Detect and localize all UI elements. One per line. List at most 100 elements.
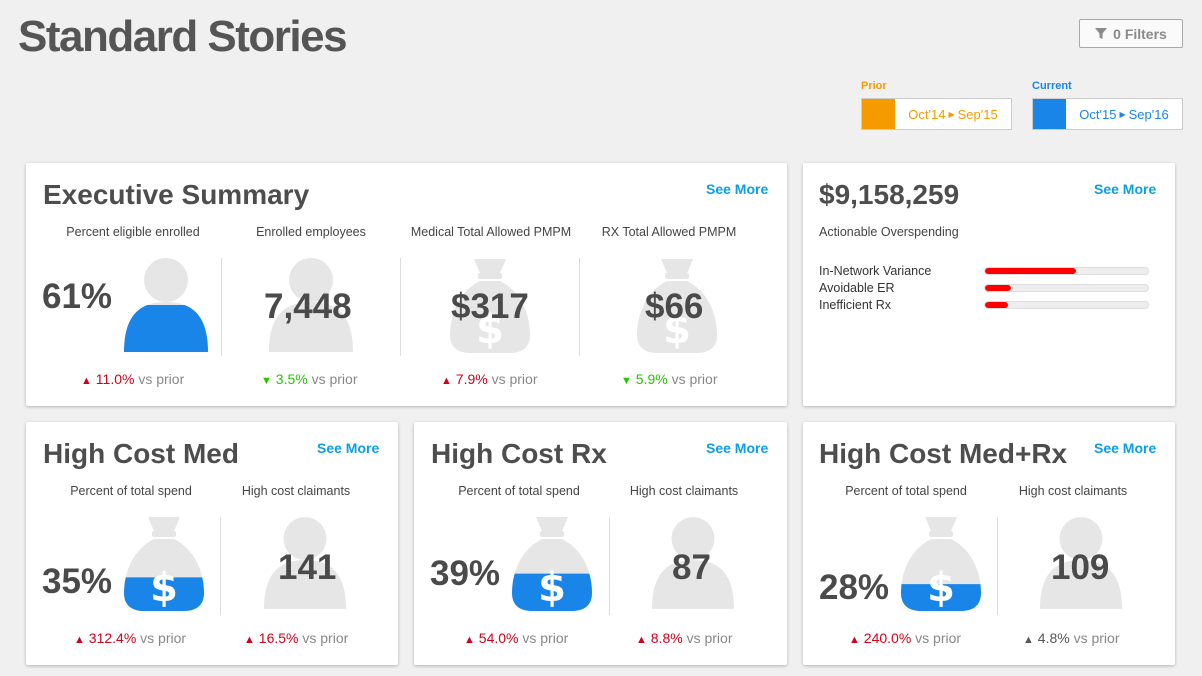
vs-prior: vs prior	[311, 371, 358, 387]
vs-prior: vs prior	[302, 630, 349, 646]
delta-percent: ▲ 8.8%	[636, 630, 683, 646]
see-more-link[interactable]: See More	[317, 440, 380, 456]
high-cost-rx-card: High Cost Rx See More Percent of total s…	[414, 422, 787, 665]
overspending-bar-row: In-Network Variance	[819, 264, 1149, 278]
metric-value: 7,448	[264, 287, 352, 326]
metric-label: High cost claimants	[241, 484, 351, 498]
metric-claimants: High cost claimants	[226, 484, 366, 498]
delta-value: 312.4%	[88, 630, 137, 646]
card-title: Executive Summary	[43, 179, 310, 210]
up-arrow-icon: ▲	[81, 375, 92, 387]
prior-label: Prior	[861, 80, 887, 92]
metric-delta: ▲ 54.0% vs prior	[464, 630, 568, 646]
metric-label: Enrolled employees	[256, 225, 366, 239]
metric-value: $66	[645, 287, 704, 326]
prior-range: Oct'14 ▶ Sep'15	[895, 99, 1011, 129]
metric-label: High cost claimants	[1018, 484, 1128, 498]
current-period-selector[interactable]: Oct'15 ▶ Sep'16	[1032, 98, 1183, 130]
bar-fill	[985, 285, 1012, 291]
bar-label: Avoidable ER	[819, 281, 895, 295]
metric-enrolled-employees: Enrolled employees	[236, 225, 386, 239]
metric-delta: ▲ 312.4% vs prior	[74, 630, 186, 646]
caret-right-icon: ▶	[948, 109, 955, 119]
delta-value: 3.5%	[275, 371, 308, 387]
metric-rx-pmpm: RX Total Allowed PMPM	[594, 225, 744, 239]
see-more-link[interactable]: See More	[706, 440, 769, 456]
metric-value: 39%	[430, 554, 501, 593]
delta-value: 16.5%	[258, 630, 299, 646]
metric-delta: ▲ 16.5% vs prior	[244, 630, 348, 646]
overspending-bar-row: Inefficient Rx	[819, 298, 1149, 312]
prior-color-swatch	[862, 99, 895, 129]
metric-percent-spend: Percent of total spend	[56, 484, 206, 498]
vs-prior: vs prior	[522, 630, 569, 646]
filter-icon	[1095, 27, 1108, 39]
bar-label: Inefficient Rx	[819, 298, 892, 312]
high-cost-med-card: High Cost Med See More Percent of total …	[26, 422, 398, 665]
down-arrow-icon: ▼	[261, 375, 272, 387]
metric-percent-enrolled: Percent eligible enrolled	[58, 225, 208, 239]
money-bag-icon: $	[901, 517, 981, 611]
up-arrow-icon: ▲	[1023, 634, 1034, 646]
metric-value: 87	[672, 548, 711, 587]
current-period: Current Oct'15 ▶ Sep'16	[1032, 80, 1183, 130]
metric-claimants: High cost claimants	[1003, 484, 1143, 498]
metric-percent-spend: Percent of total spend	[831, 484, 981, 498]
bar-track	[984, 284, 1149, 292]
prior-start: Oct'14	[908, 106, 946, 122]
down-arrow-icon: ▼	[621, 375, 632, 387]
card-title: High Cost Med+Rx	[819, 438, 1068, 469]
money-bag-icon: $	[450, 259, 530, 353]
money-bag-icon: $	[124, 517, 204, 611]
metric-medical-pmpm: Medical Total Allowed PMPM	[406, 225, 576, 239]
divider	[220, 517, 221, 615]
see-more-link[interactable]: See More	[706, 181, 769, 197]
person-icon	[124, 258, 208, 352]
delta-value: 54.0%	[478, 630, 519, 646]
delta-percent: ▼ 3.5%	[261, 371, 308, 387]
prior-period: Prior Oct'14 ▶ Sep'15	[861, 80, 1012, 130]
person-icon	[264, 517, 346, 609]
metric-value: 61%	[42, 277, 113, 316]
delta-value: 8.8%	[650, 630, 683, 646]
vs-prior: vs prior	[138, 371, 185, 387]
vs-prior: vs prior	[915, 630, 962, 646]
vs-prior: vs prior	[686, 630, 733, 646]
metric-label: Percent eligible enrolled	[66, 225, 200, 239]
bar-track	[984, 301, 1149, 309]
delta-value: 240.0%	[863, 630, 912, 646]
delta-percent: ▲ 11.0%	[81, 371, 134, 387]
delta-percent: ▲ 4.8%	[1023, 630, 1070, 646]
high-cost-med-rx-card: High Cost Med+Rx See More Percent of tot…	[803, 422, 1175, 665]
delta-value: 11.0%	[95, 371, 135, 387]
filters-button[interactable]: 0 Filters	[1079, 19, 1183, 48]
svg-text:$: $	[150, 565, 178, 611]
metric-value: 141	[278, 548, 337, 587]
current-range: Oct'15 ▶ Sep'16	[1066, 99, 1182, 129]
delta-value: 4.8%	[1037, 630, 1070, 646]
vs-prior: vs prior	[1073, 630, 1120, 646]
current-end: Sep'16	[1128, 106, 1169, 122]
money-bag-icon: $	[512, 517, 592, 611]
bar-label: In-Network Variance	[819, 264, 932, 278]
prior-end: Sep'15	[957, 106, 998, 122]
prior-period-selector[interactable]: Oct'14 ▶ Sep'15	[861, 98, 1012, 130]
up-arrow-icon: ▲	[74, 634, 85, 646]
metric-value: 109	[1051, 548, 1110, 587]
up-arrow-icon: ▲	[464, 634, 475, 646]
see-more-link[interactable]: See More	[1094, 181, 1157, 197]
up-arrow-icon: ▲	[849, 634, 860, 646]
page-title: Standard Stories	[18, 12, 348, 61]
metric-value: $317	[451, 287, 529, 326]
filters-label: 0 Filters	[1113, 25, 1167, 42]
delta-percent: ▲ 16.5%	[244, 630, 298, 646]
divider	[400, 258, 401, 356]
person-icon	[1040, 517, 1122, 609]
person-icon	[652, 517, 734, 609]
delta-percent: ▲ 240.0%	[849, 630, 911, 646]
overspending-bar-row: Avoidable ER	[819, 281, 1149, 295]
see-more-link[interactable]: See More	[1094, 440, 1157, 456]
vs-prior: vs prior	[140, 630, 187, 646]
metric-value: 35%	[42, 562, 113, 601]
metric-delta: ▲ 240.0% vs prior	[849, 630, 961, 646]
